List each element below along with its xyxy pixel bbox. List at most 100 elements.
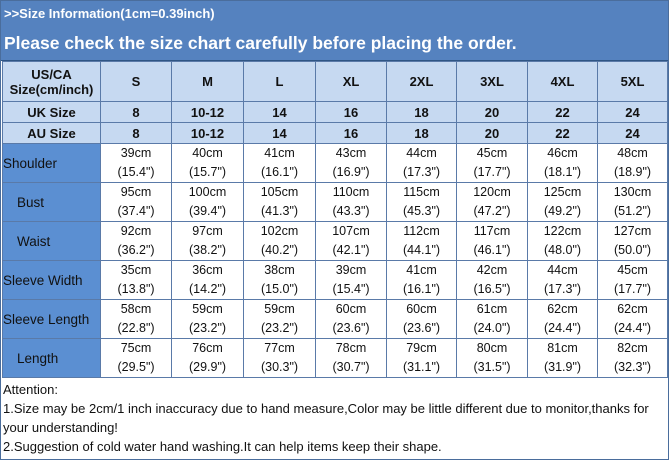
- measurement-cell: 43cm (16.9"): [315, 143, 387, 183]
- measurement-cell: 76cm (29.9"): [171, 338, 244, 378]
- corner-line2: Size(cm/inch): [9, 81, 94, 97]
- cm-value: 43cm: [335, 146, 367, 160]
- cm-value: 44cm: [547, 263, 578, 277]
- header-band: >>Size Information(1cm=0.39inch) Please …: [1, 1, 668, 61]
- inch-value: (31.9"): [543, 360, 582, 374]
- measurement-cell: 61cm (24.0"): [456, 299, 528, 339]
- au-size-cell: 14: [243, 122, 316, 144]
- measurement-label: Shoulder: [2, 143, 101, 183]
- au-size-label: AU Size: [2, 122, 101, 144]
- measurement-cell: 38cm (15.0"): [243, 260, 316, 300]
- au-size-cell: 22: [527, 122, 598, 144]
- cm-value: 61cm: [476, 302, 508, 316]
- cm-value: 38cm: [264, 263, 295, 277]
- measurement-row: Shoulder 39cm (15.4") 40cm (15.7") 41cm (16.1"…: [2, 143, 668, 183]
- measurement-cell: 81cm (31.9"): [527, 338, 598, 378]
- inch-value: (31.1"): [402, 360, 441, 374]
- inch-value: (16.1"): [402, 282, 441, 296]
- measurement-label: Bust: [2, 182, 101, 222]
- measurement-cell: 60cm (23.6"): [315, 299, 387, 339]
- uk-size-cell: 18: [386, 101, 457, 123]
- measurement-label: Sleeve Length: [2, 299, 101, 339]
- uk-size-row: UK Size 8 10-12 14 16 18 20 22 24: [2, 101, 668, 123]
- measurement-label: Length: [2, 338, 101, 378]
- measurement-cell: 46cm (18.1"): [527, 143, 598, 183]
- inch-value: (31.5"): [473, 360, 511, 374]
- inch-value: (45.3"): [402, 204, 441, 218]
- measurement-cell: 82cm (32.3"): [597, 338, 668, 378]
- cm-value: 39cm: [335, 263, 367, 277]
- inch-value: (16.5"): [473, 282, 511, 296]
- measurement-cell: 41cm (16.1"): [386, 260, 457, 300]
- inch-value: (22.8"): [117, 321, 155, 335]
- inch-value: (13.8"): [117, 282, 155, 296]
- measurement-cell: 115cm (45.3"): [386, 182, 457, 222]
- inch-value: (44.1"): [402, 243, 441, 257]
- measurement-row: Length 75cm (29.5") 76cm (29.9") 77cm (30.3") 7…: [2, 338, 668, 378]
- uk-size-cell: 10-12: [171, 101, 244, 123]
- cm-value: 62cm: [617, 302, 648, 316]
- inch-value: (15.4"): [117, 165, 155, 179]
- inch-value: (23.6"): [402, 321, 441, 335]
- cm-value: 82cm: [617, 341, 648, 355]
- measurement-cell: 39cm (15.4"): [315, 260, 387, 300]
- measurement-cell: 105cm (41.3"): [243, 182, 316, 222]
- inch-value: (30.7"): [332, 360, 370, 374]
- inch-value: (38.2"): [188, 243, 227, 257]
- measurement-cell: 112cm (44.1"): [386, 221, 457, 261]
- au-size-cell: 18: [386, 122, 457, 144]
- cm-value: 122cm: [543, 224, 582, 238]
- measurement-cell: 110cm (43.3"): [315, 182, 387, 222]
- cm-value: 36cm: [192, 263, 223, 277]
- cm-value: 45cm: [617, 263, 648, 277]
- measurement-cell: 78cm (30.7"): [315, 338, 387, 378]
- measurement-cell: 77cm (30.3"): [243, 338, 316, 378]
- cm-value: 125cm: [543, 185, 582, 199]
- cm-value: 59cm: [264, 302, 295, 316]
- cm-value: 44cm: [406, 146, 437, 160]
- size-table: US/CA Size(cm/inch) S M L XL 2XL 3XL 4XL 5XL UK Si…: [2, 61, 668, 378]
- corner-cell: US/CA Size(cm/inch): [2, 61, 101, 102]
- inch-value: (48.0"): [543, 243, 582, 257]
- inch-value: (29.9"): [188, 360, 227, 374]
- cm-value: 110cm: [332, 185, 370, 199]
- measurement-cell: 95cm (37.4"): [100, 182, 172, 222]
- cm-value: 41cm: [406, 263, 437, 277]
- cm-value: 95cm: [120, 185, 152, 199]
- measurement-cell: 39cm (15.4"): [100, 143, 172, 183]
- au-size-cell: 10-12: [171, 122, 244, 144]
- size-check-notice: Please check the size chart carefully be…: [4, 33, 517, 53]
- inch-value: (18.1"): [543, 165, 582, 179]
- uk-size-cell: 8: [100, 101, 172, 123]
- measurement-cell: 35cm (13.8"): [100, 260, 172, 300]
- cm-value: 42cm: [476, 263, 508, 277]
- inch-value: (14.2"): [188, 282, 227, 296]
- uk-size-cell: 14: [243, 101, 316, 123]
- measurement-cell: 122cm (48.0"): [527, 221, 598, 261]
- cm-value: 58cm: [120, 302, 152, 316]
- cm-value: 112cm: [403, 224, 440, 238]
- note-2: 2.Suggestion of cold water hand washing.…: [3, 439, 442, 454]
- corner-line1: US/CA: [31, 66, 72, 82]
- measurement-cell: 60cm (23.6"): [386, 299, 457, 339]
- size-header-cell: 3XL: [456, 61, 528, 102]
- uk-size-cell: 16: [315, 101, 387, 123]
- measurement-cell: 125cm (49.2"): [527, 182, 598, 222]
- cm-value: 60cm: [406, 302, 437, 316]
- measurement-cell: 102cm (40.2"): [243, 221, 316, 261]
- au-size-cell: 24: [597, 122, 668, 144]
- cm-value: 40cm: [192, 146, 223, 160]
- uk-size-cell: 24: [597, 101, 668, 123]
- measurement-cell: 48cm (18.9"): [597, 143, 668, 183]
- measurement-cell: 100cm (39.4"): [171, 182, 244, 222]
- inch-value: (50.0"): [613, 243, 652, 257]
- inch-value: (30.3"): [260, 360, 299, 374]
- cm-value: 81cm: [547, 341, 578, 355]
- inch-value: (16.9"): [332, 165, 370, 179]
- inch-value: (41.3"): [260, 204, 299, 218]
- measurement-cell: 44cm (17.3"): [527, 260, 598, 300]
- measurement-cell: 107cm (42.1"): [315, 221, 387, 261]
- au-size-cell: 8: [100, 122, 172, 144]
- inch-value: (24.0"): [473, 321, 511, 335]
- measurement-cell: 92cm (36.2"): [100, 221, 172, 261]
